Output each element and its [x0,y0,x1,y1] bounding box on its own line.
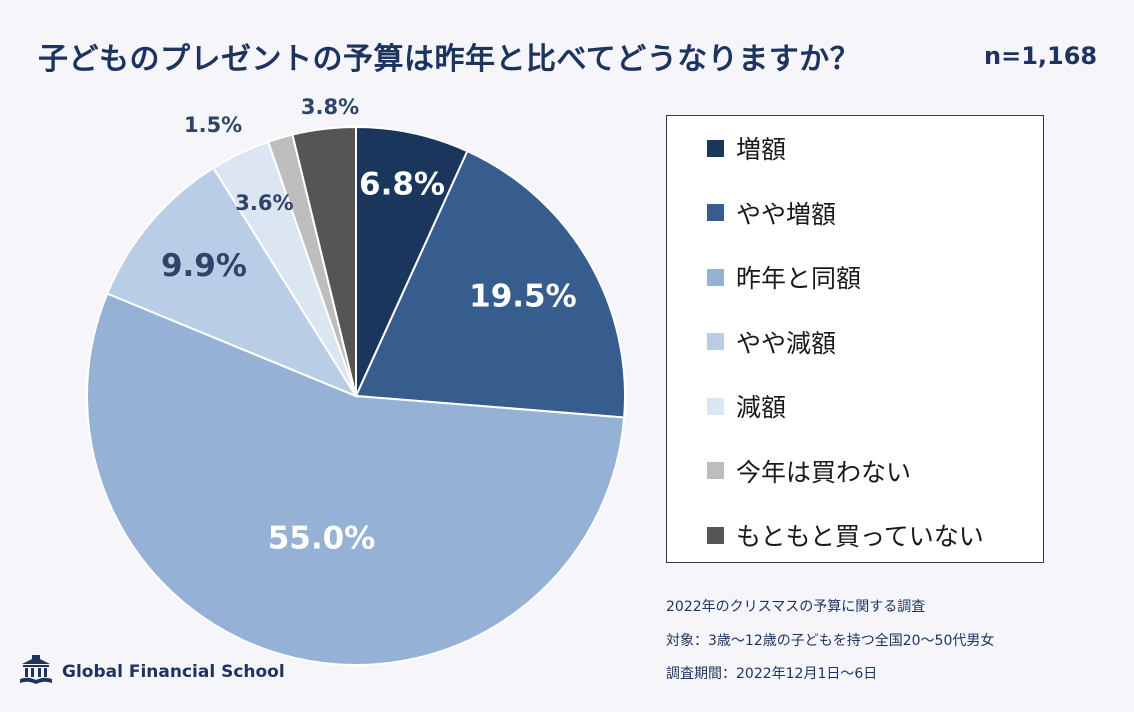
legend-item-2: やや増額 [707,195,836,231]
legend-label: やや増額 [736,199,837,229]
pie-slice-2 [354,149,626,419]
pie-data-label-3: 55.0% [268,520,376,556]
legend-item-7: もともと買っていない [707,517,984,553]
legend-label: 減額 [736,393,787,422]
legend-item-1: 増額 [707,130,786,166]
legend-label: 今年は買わない [736,457,912,487]
pie-slice-3 [86,292,626,666]
legend-label: 増額 [736,135,787,164]
survey-period-note: 調査期間：2022年12月1日～6日 [666,666,878,682]
legend-swatch [707,333,724,350]
pie-data-label-4: 9.9% [161,248,247,284]
legend-item-4: やや減額 [707,324,836,360]
pie-data-label-6: 1.5% [184,113,242,137]
survey-name-note: 2022年のクリスマスの予算に関する調査 [666,599,926,615]
legend-swatch [707,268,724,286]
pie-data-label-1: 6.8% [359,167,445,203]
legend-item-5: 減額 [707,388,786,424]
sample-size: n=1,168 [984,42,1098,70]
legend-label: やや減額 [736,328,837,358]
brand-logo-text: Global Financial School [62,662,285,682]
school-building-icon [18,655,54,689]
survey-target-note: 対象：3歳～12歳の子どもを持つ全国20～50代男女 [666,633,995,649]
pie-data-label-5: 3.6% [235,191,293,215]
legend-swatch [707,397,724,415]
brand-logo: Global Financial School [18,655,285,689]
pie-slice-4 [105,166,359,399]
legend-label: もともと買っていない [736,522,984,551]
legend-swatch [707,204,724,221]
legend-label: 昨年と同額 [736,264,862,293]
legend-swatch [707,139,724,157]
chart-legend: 増額やや増額昨年と同額やや減額減額今年は買わないもともと買っていない [666,115,1044,563]
pie-data-label-2: 19.5% [469,278,577,314]
pie-slice-1 [355,125,469,397]
legend-swatch [707,526,724,544]
pie-data-label-7: 3.8% [301,95,359,119]
legend-item-6: 今年は買わない [707,453,911,489]
chart-title: 子どものプレゼントの予算は昨年と比べてどうなりますか？ [38,42,861,77]
legend-item-3: 昨年と同額 [707,259,861,295]
legend-swatch [707,462,724,479]
pie-chart: 6.8% 19.5% 55.0% 9.9% 3.6% 1.5% 3.8% [86,95,626,666]
pie-slice-7 [291,125,357,397]
